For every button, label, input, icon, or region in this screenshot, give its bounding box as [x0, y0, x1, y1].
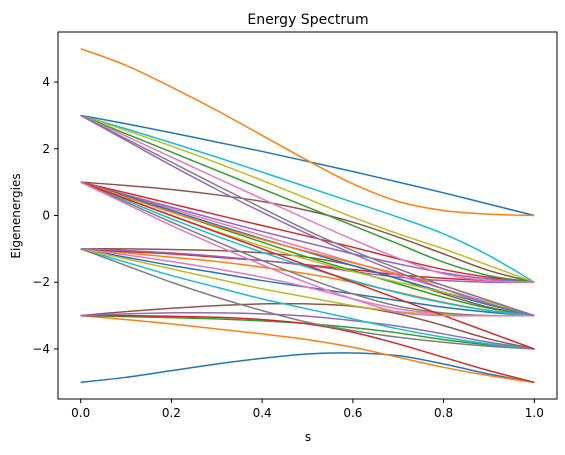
series-line-30: [80, 114, 535, 283]
series-line-34: [80, 114, 535, 317]
series-layer: [80, 47, 535, 384]
x-tick-label: 0.8: [434, 406, 453, 420]
series-line-29: [80, 114, 535, 283]
series-line-27: [80, 181, 535, 317]
y-tick-label: 4: [42, 75, 50, 89]
chart-title: Energy Spectrum: [247, 12, 368, 28]
series-line-16: [80, 181, 535, 283]
series-line-28: [80, 114, 535, 217]
series-line-4: [80, 314, 535, 384]
series-line-7: [80, 248, 535, 350]
x-axis-label: s: [305, 430, 311, 444]
y-tick-label: 2: [42, 142, 50, 156]
series-line-35: [80, 47, 535, 217]
y-tick-label: −2: [32, 275, 50, 289]
series-line-2: [80, 314, 535, 384]
series-line-1: [80, 352, 535, 384]
series-line-32: [80, 114, 535, 283]
y-tick-label: 0: [42, 209, 50, 223]
series-line-14: [80, 248, 535, 317]
series-line-6: [80, 312, 535, 350]
series-line-26: [80, 181, 535, 350]
x-axis: 0.0 0.2 0.4 0.6 0.8 1.0: [71, 399, 544, 420]
series-line-31: [80, 114, 535, 283]
series-line-15: [80, 248, 535, 350]
series-line-5: [80, 302, 535, 350]
series-line-19: [80, 181, 535, 283]
x-tick-label: 0.6: [343, 406, 362, 420]
x-tick-label: 0.0: [71, 406, 90, 420]
series-line-25: [80, 181, 535, 317]
y-axis-label: Eigenenergies: [9, 173, 23, 258]
y-tick-label: −4: [32, 342, 50, 356]
x-tick-label: 1.0: [525, 406, 544, 420]
series-line-33: [80, 114, 535, 317]
y-axis: −4 −2 0 2 4: [32, 75, 58, 356]
series-line-24: [80, 181, 535, 317]
x-tick-label: 0.4: [253, 406, 272, 420]
x-tick-label: 0.2: [162, 406, 181, 420]
series-line-17: [80, 181, 535, 283]
